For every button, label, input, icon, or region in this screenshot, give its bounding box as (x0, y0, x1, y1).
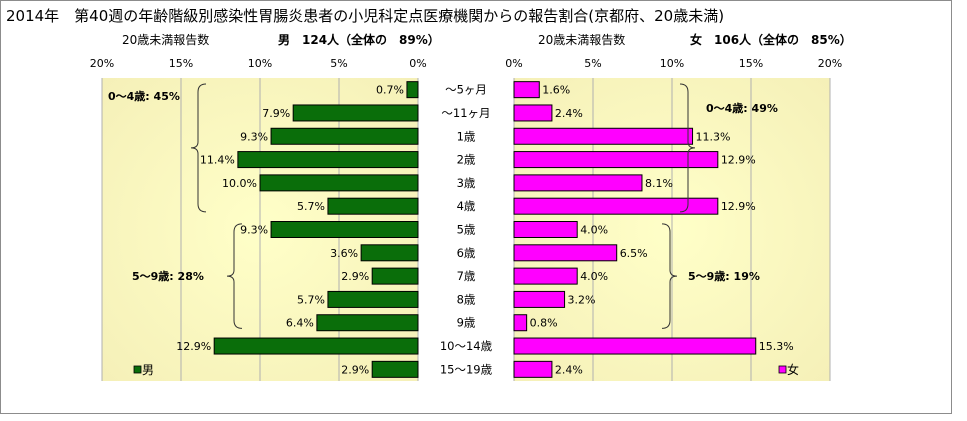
category-label: 6歳 (457, 246, 476, 260)
bar-data-label: 3.6% (330, 247, 358, 260)
bar-data-label: 5.7% (297, 200, 325, 213)
category-label: 5歳 (457, 223, 476, 237)
group-annotation: 5～9歳: 28% (132, 269, 204, 283)
bar-data-label: 6.4% (286, 317, 314, 330)
category-label: 9歳 (457, 316, 476, 330)
group-bracket (679, 83, 696, 213)
bar-data-label: 12.9% (721, 154, 756, 167)
bar-data-label: 7.9% (262, 107, 290, 120)
group-annotation: 0～4歳: 49% (706, 101, 778, 115)
chart-panel-male (101, 78, 419, 381)
x-tick-label: 5% (584, 57, 601, 70)
group-bracket (661, 223, 678, 329)
category-label: 3歳 (457, 176, 476, 190)
group-annotation: 0～4歳: 45% (108, 89, 180, 103)
group-bracket (190, 83, 207, 213)
bar (371, 360, 419, 378)
bar (513, 174, 643, 192)
bar (327, 290, 419, 308)
category-label: 1歳 (457, 129, 476, 143)
chart-title: 2014年 第40週の年齢階級別感染性胃腸炎患者の小児科定点医療機関からの報告割… (6, 7, 724, 25)
legend-label: 男 (142, 363, 154, 377)
bar (213, 337, 419, 355)
bar (270, 127, 419, 145)
bar-data-label: 0.7% (376, 84, 404, 97)
category-label: 15～19歳 (440, 362, 493, 376)
legend-label: 女 (787, 362, 799, 377)
bar (316, 314, 419, 332)
bar-data-label: 4.0% (580, 224, 608, 237)
bar-data-label: 8.1% (645, 177, 673, 190)
x-tick-label: 20% (90, 57, 114, 70)
bar (360, 244, 419, 262)
bar-data-label: 9.3% (240, 224, 268, 237)
bar (513, 221, 578, 238)
panel-header-summary: 女 106人（全体の 85%） (690, 32, 852, 47)
panel-header-summary: 男 124人（全体の 89%） (278, 32, 440, 47)
bar-data-label: 6.5% (620, 247, 648, 260)
bar-data-label: 4.0% (580, 270, 608, 283)
bar (237, 151, 419, 169)
bar (513, 81, 540, 99)
category-label: 2歳 (457, 153, 476, 167)
group-annotation: 5～9歳: 19% (688, 269, 760, 283)
bar-data-label: 2.9% (341, 270, 369, 283)
bar-data-label: 15.3% (759, 340, 794, 353)
bar (513, 337, 757, 355)
x-tick-label: 20% (818, 57, 842, 70)
chart-frame (0, 0, 952, 414)
category-label: ～5ヶ月 (445, 83, 487, 97)
bar (513, 314, 528, 332)
bar (371, 267, 419, 285)
panel-header-count-label: 20歳未満報告数 (122, 32, 209, 47)
legend-swatch (778, 365, 787, 374)
x-tick-label: 15% (739, 57, 763, 70)
bar (513, 360, 553, 378)
bar (513, 127, 694, 145)
x-tick-label: 0% (505, 57, 522, 70)
bar (513, 267, 578, 285)
bar-data-label: 2.9% (341, 363, 369, 376)
category-label: 10～14歳 (440, 339, 493, 353)
x-tick-label: 15% (169, 57, 193, 70)
bar (513, 151, 719, 169)
chart-panel-female (513, 78, 831, 381)
x-tick-label: 10% (248, 57, 272, 70)
bar (513, 244, 618, 262)
bar-data-label: 3.2% (568, 293, 596, 306)
bar (292, 104, 419, 122)
bar (513, 290, 566, 308)
category-label: ～11ヶ月 (441, 106, 490, 120)
bar (327, 197, 419, 215)
category-label: 8歳 (457, 292, 476, 306)
x-tick-label: 5% (330, 57, 347, 70)
category-label: 4歳 (457, 199, 476, 213)
bar (259, 174, 419, 192)
bar-data-label: 10.0% (222, 177, 257, 190)
bar-data-label: 12.9% (721, 200, 756, 213)
bar-data-label: 2.4% (555, 107, 583, 120)
x-tick-label: 10% (660, 57, 684, 70)
category-label: 7歳 (457, 269, 476, 283)
bar-data-label: 12.9% (176, 340, 211, 353)
bar-data-label: 0.8% (530, 317, 558, 330)
panel-header-count-label: 20歳未満報告数 (538, 32, 625, 47)
bar-data-label: 2.4% (555, 363, 583, 376)
bar (513, 104, 553, 122)
bar (406, 81, 419, 99)
bar-data-label: 1.6% (542, 84, 570, 97)
bar-data-label: 11.3% (696, 130, 731, 143)
bar (270, 221, 419, 238)
bar (513, 197, 719, 215)
x-tick-label: 0% (409, 57, 426, 70)
bar-data-label: 5.7% (297, 293, 325, 306)
group-bracket (226, 223, 243, 329)
bar-data-label: 9.3% (240, 130, 268, 143)
bar-data-label: 11.4% (200, 154, 235, 167)
legend-swatch (133, 365, 142, 374)
